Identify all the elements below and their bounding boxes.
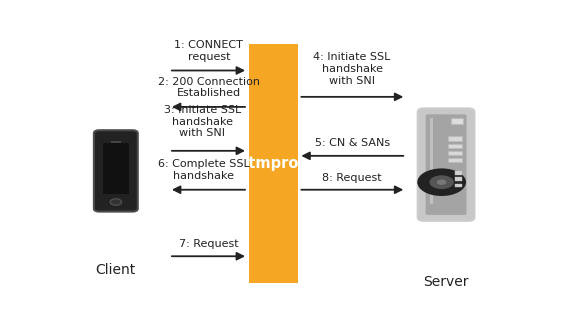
Bar: [103, 142, 129, 194]
Circle shape: [418, 169, 466, 196]
FancyBboxPatch shape: [418, 109, 474, 221]
Circle shape: [110, 199, 122, 205]
FancyBboxPatch shape: [451, 118, 463, 124]
Text: 1: CONNECT
request: 1: CONNECT request: [174, 40, 243, 62]
FancyBboxPatch shape: [426, 114, 467, 215]
Text: 3: Initiate SSL
handshake
with SNI: 3: Initiate SSL handshake with SNI: [164, 105, 241, 138]
FancyBboxPatch shape: [94, 130, 138, 212]
Bar: [448, 151, 462, 155]
Text: 5: CN & SANs: 5: CN & SANs: [315, 138, 390, 148]
Bar: [111, 141, 121, 143]
Text: Client: Client: [96, 262, 136, 276]
FancyBboxPatch shape: [426, 114, 467, 215]
Text: Server: Server: [423, 275, 469, 289]
Circle shape: [437, 179, 447, 185]
Bar: [448, 144, 462, 148]
Bar: [249, 44, 297, 283]
Bar: [430, 118, 433, 203]
Bar: [448, 157, 462, 162]
Circle shape: [430, 175, 454, 189]
Text: 8: Request: 8: Request: [322, 173, 382, 183]
Bar: [455, 171, 463, 175]
Bar: [448, 136, 462, 141]
Bar: [455, 184, 463, 187]
Text: 6: Complete SSL
handshake: 6: Complete SSL handshake: [158, 159, 249, 181]
Text: 2: 200 Connection
Established: 2: 200 Connection Established: [158, 77, 260, 98]
Text: 4: Initiate SSL
handshake
with SNI: 4: Initiate SSL handshake with SNI: [313, 52, 391, 85]
Text: mitmproxy: mitmproxy: [229, 156, 318, 171]
Text: 7: Request: 7: Request: [179, 239, 239, 249]
Bar: [455, 177, 463, 181]
